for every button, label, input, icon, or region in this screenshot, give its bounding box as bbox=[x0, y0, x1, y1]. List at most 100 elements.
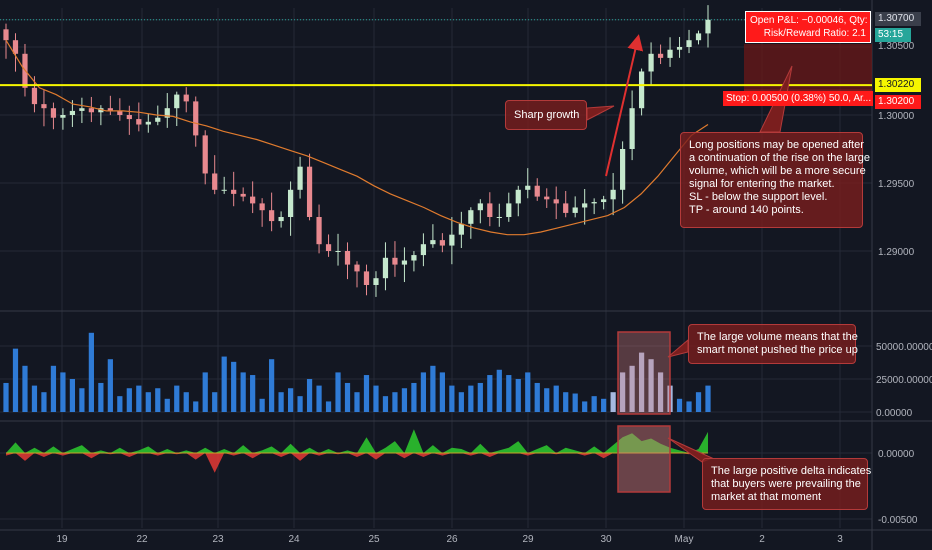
volume-bar bbox=[335, 372, 341, 412]
volume-bar bbox=[212, 392, 218, 412]
volume-bar bbox=[202, 372, 208, 412]
candle-body bbox=[231, 189, 237, 194]
volume-bar bbox=[344, 382, 351, 412]
candle-body bbox=[69, 110, 76, 115]
candle-body bbox=[591, 202, 597, 204]
candle-body bbox=[212, 173, 218, 190]
candle-body bbox=[3, 29, 9, 41]
volume-bar bbox=[382, 396, 389, 412]
volume-bar bbox=[136, 385, 142, 412]
volume-bar bbox=[695, 392, 702, 412]
candle-body bbox=[79, 108, 85, 111]
candle-body bbox=[88, 108, 94, 113]
volume-bar bbox=[515, 379, 521, 412]
candle-body bbox=[458, 223, 464, 235]
volume-bar bbox=[591, 396, 597, 412]
volume-bar bbox=[544, 388, 550, 412]
positive-delta-annotation[interactable]: The large positive delta indicates that … bbox=[702, 458, 872, 510]
candle-body bbox=[12, 40, 19, 54]
x-tick-label-2: 23 bbox=[212, 534, 224, 545]
positive-delta-line-3: market at that moment bbox=[711, 491, 822, 503]
countdown-timer-text: 53:15 bbox=[878, 29, 904, 40]
volume-bar bbox=[221, 356, 227, 412]
candle-body bbox=[126, 115, 132, 120]
price-pane[interactable] bbox=[0, 5, 872, 297]
volume-bar bbox=[449, 385, 455, 412]
x-tick-label-4: 25 bbox=[368, 534, 380, 545]
volume-bar bbox=[430, 365, 436, 412]
long-positions-line-5: SL - below the support level. bbox=[689, 191, 828, 203]
candle-body bbox=[287, 189, 294, 217]
candle-body bbox=[582, 203, 588, 208]
volume-bar bbox=[601, 398, 607, 412]
volume-bar bbox=[373, 385, 379, 412]
candle-body bbox=[193, 101, 199, 136]
volume-bar bbox=[297, 396, 303, 412]
long-positions-annotation[interactable]: Long positions may be opened after a con… bbox=[680, 132, 870, 228]
volume-tick-label-2: 0.00000 bbox=[876, 408, 913, 419]
volume-bar bbox=[487, 375, 493, 412]
volume-bar bbox=[525, 372, 531, 412]
candle-body bbox=[487, 203, 493, 217]
candle-body bbox=[155, 117, 161, 122]
candle-body bbox=[392, 257, 398, 265]
long-positions-line-6: TP - around 140 points. bbox=[689, 204, 804, 216]
volume-bar bbox=[316, 385, 322, 412]
volume-bar bbox=[553, 385, 559, 412]
volume-bar bbox=[164, 398, 170, 412]
price-label-plain: 1.30500 bbox=[875, 40, 921, 54]
large-volume-line-1: The large volume means that the bbox=[697, 331, 858, 343]
candle-body bbox=[430, 240, 436, 245]
sharp-growth-annotation[interactable]: Sharp growth bbox=[505, 100, 587, 130]
candle-body bbox=[136, 119, 142, 125]
candle-body bbox=[373, 278, 379, 285]
volume-bar bbox=[31, 385, 38, 412]
candle-body bbox=[335, 251, 341, 252]
x-tick-label-7: 30 bbox=[600, 534, 612, 545]
candle-body bbox=[278, 217, 284, 222]
volume-bar bbox=[79, 388, 85, 412]
large-volume-annotation[interactable]: The large volume means that the smart mo… bbox=[688, 324, 858, 364]
countdown-timer-label: 53:15 bbox=[875, 28, 911, 42]
volume-bar bbox=[468, 385, 474, 412]
open-pnl-label[interactable]: Open P&L: −0.00046, Qty: Risk/Reward Rat… bbox=[745, 11, 871, 43]
volume-bar bbox=[193, 401, 199, 412]
x-tick-label-9: 2 bbox=[759, 534, 765, 545]
candle-body bbox=[344, 251, 351, 265]
volume-bar bbox=[496, 369, 502, 412]
volume-bar bbox=[477, 382, 483, 412]
delta-tick-label-1: -0.00500 bbox=[878, 515, 918, 526]
volume-bar bbox=[22, 365, 28, 412]
x-tick-label-5: 26 bbox=[446, 534, 458, 545]
stop-order-text: Stop: 0.00500 (0.38%) 50.0, Ar... bbox=[726, 93, 872, 104]
candle-body bbox=[183, 94, 189, 102]
candle-body bbox=[306, 166, 313, 217]
volume-pane[interactable] bbox=[3, 331, 711, 415]
candle-body bbox=[60, 115, 66, 118]
candle-body bbox=[174, 94, 180, 109]
volume-bar bbox=[98, 382, 104, 412]
volume-bar bbox=[354, 392, 360, 412]
volume-bar bbox=[572, 393, 578, 412]
candle-body bbox=[676, 47, 683, 50]
stop-order-label[interactable]: Stop: 0.00500 (0.38%) 50.0, Ar... bbox=[723, 91, 873, 106]
positive-delta-line-1: The large positive delta indicates bbox=[711, 465, 872, 477]
volume-bar bbox=[563, 392, 569, 412]
moving-average-line bbox=[5, 39, 709, 236]
candle-body bbox=[31, 87, 38, 105]
candle-body bbox=[41, 104, 47, 109]
volume-bar bbox=[638, 352, 645, 412]
long-positions-line-4: signal for entering the market. bbox=[689, 178, 835, 190]
candle-body bbox=[477, 203, 483, 211]
volume-bar bbox=[174, 385, 180, 412]
growth-arrow bbox=[605, 34, 644, 177]
delta-positive-area bbox=[6, 429, 708, 453]
price-tick-label-4: 1.29000 bbox=[878, 247, 915, 258]
candle-body bbox=[695, 33, 702, 41]
volume-bar bbox=[287, 388, 294, 412]
candle-body bbox=[316, 217, 322, 245]
delta-pane[interactable] bbox=[6, 425, 708, 493]
volume-bar bbox=[686, 401, 692, 412]
risk-reward-text: Risk/Reward Ratio: 2.1 bbox=[763, 28, 866, 39]
candle-body bbox=[506, 203, 512, 217]
